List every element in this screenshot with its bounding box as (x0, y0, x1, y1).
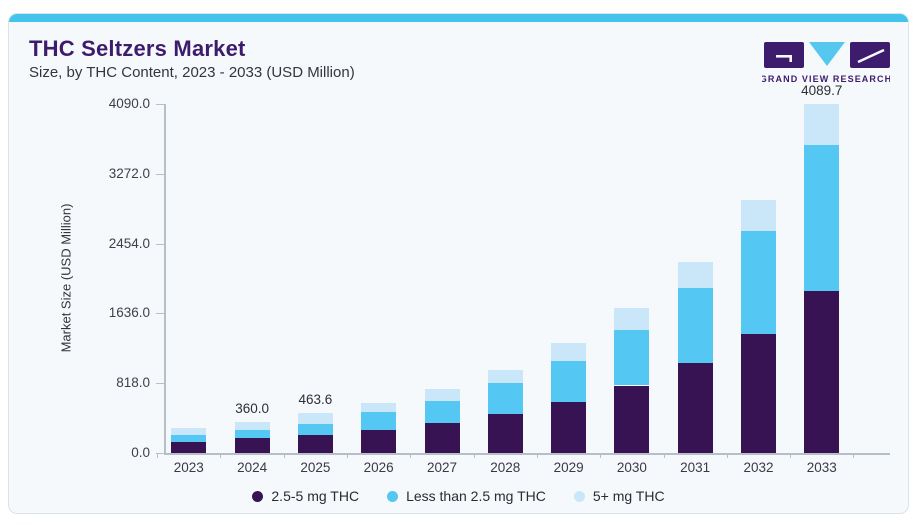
x-axis-line (164, 453, 890, 455)
legend-item: 5+ mg THC (573, 488, 665, 504)
legend-label: Less than 2.5 mg THC (406, 488, 546, 504)
bar-segment-2023-s0 (171, 441, 207, 453)
legend-item: Less than 2.5 mg THC (387, 488, 546, 504)
bar-segment-2031-s2 (677, 261, 713, 288)
x-label-2029: 2029 (553, 460, 584, 475)
bar-segment-2024-s0 (234, 438, 270, 453)
gvr-logo-text: GRAND VIEW RESEARCH (762, 74, 890, 84)
x-tick (410, 453, 412, 458)
x-label-2028: 2028 (490, 460, 521, 475)
y-tick (156, 104, 164, 105)
bar-segment-2032-s2 (741, 199, 776, 231)
y-tick (156, 313, 164, 315)
bar-segment-2032-s0 (741, 333, 776, 453)
bar-segment-2024-s1 (234, 430, 270, 439)
bar-value-label-2025: 463.6 (298, 392, 333, 408)
bar-segment-2028-s0 (487, 413, 523, 453)
x-label-2023: 2023 (173, 460, 204, 475)
bar-segment-2029-s1 (551, 360, 587, 402)
bar-segment-2025-s2 (297, 413, 333, 424)
gvr-logo-mark: GRAND VIEW RESEARCH (762, 42, 890, 84)
x-label-2024: 2024 (237, 460, 268, 475)
bar-value-label-2024: 360.0 (235, 401, 269, 417)
bar-segment-2028-s2 (487, 370, 523, 384)
page-title: THC Seltzers Market (29, 36, 246, 61)
x-label-2031: 2031 (680, 460, 711, 475)
legend-label: 2.5-5 mg THC (271, 488, 360, 504)
bar-segment-2033-s1 (804, 145, 840, 291)
bar-segment-2033-s0 (804, 290, 840, 453)
y-tick-label: 0.0 (131, 445, 150, 460)
y-tick-label: 4090.0 (108, 96, 150, 111)
legend-swatch-icon (387, 490, 399, 502)
bar-segment-2029-s2 (551, 342, 587, 361)
bar-segment-2031-s1 (677, 287, 713, 364)
bar-segment-2026-s1 (361, 411, 397, 430)
y-tick (156, 243, 164, 245)
x-label-2026: 2026 (363, 460, 394, 475)
bar-segment-2026-s0 (361, 429, 397, 453)
chart-card: THC Seltzers Market Size, by THC Content… (8, 13, 909, 514)
accent-bar (9, 14, 908, 22)
x-tick (473, 453, 475, 458)
x-tick (157, 453, 159, 458)
bar-value-label-2033: 4089.7 (801, 83, 843, 99)
legend-label: 5+ mg THC (592, 488, 665, 504)
bar-segment-2030-s2 (614, 307, 650, 331)
legend-swatch-icon (252, 490, 264, 502)
x-tick (600, 453, 602, 458)
bar-segment-2026-s2 (361, 402, 397, 412)
bar-segment-2030-s0 (614, 385, 650, 453)
legend-item: 2.5-5 mg THC (252, 488, 359, 504)
x-label-2032: 2032 (743, 460, 774, 475)
x-tick (347, 453, 349, 458)
bar-segment-2025-s1 (297, 423, 333, 436)
y-tick-label: 3272.0 (108, 165, 150, 181)
bar-segment-2027-s0 (424, 422, 460, 453)
bar-segment-2028-s1 (487, 383, 523, 414)
bar-segment-2030-s1 (614, 330, 650, 386)
bar-segment-2032-s1 (741, 230, 776, 334)
x-label-2025: 2025 (300, 460, 331, 475)
bar-segment-2023-s2 (171, 428, 207, 435)
x-tick (726, 453, 728, 458)
x-tick (853, 453, 855, 458)
x-label-2033: 2033 (806, 460, 837, 475)
legend: 2.5-5 mg THC Less than 2.5 mg THC 5+ mg TH… (9, 484, 908, 508)
plot-area: 0.0 818.0 1636.0 2454.0 3272.0 4090.0 2023 2024… (9, 14, 908, 513)
x-tick (536, 453, 538, 458)
y-tick-label: 2454.0 (108, 235, 150, 251)
y-tick-label: 1636.0 (108, 305, 150, 321)
bar-segment-2027-s2 (424, 388, 460, 401)
bar-segment-2023-s1 (171, 434, 207, 442)
bar-segment-2033-s2 (804, 104, 840, 146)
bar-segment-2025-s0 (297, 435, 333, 453)
x-label-2027: 2027 (426, 460, 458, 475)
x-tick (790, 453, 792, 458)
y-tick-label: 818.0 (116, 375, 150, 391)
y-tick (156, 383, 164, 385)
x-tick (220, 453, 222, 458)
y-tick (156, 453, 164, 454)
x-tick (663, 453, 665, 458)
bar-segment-2031-s0 (677, 363, 713, 453)
page-subtitle: Size, by THC Content, 2023 - 2033 (USD M… (29, 64, 355, 81)
bar-segment-2024-s2 (234, 422, 270, 431)
legend-swatch-icon (573, 490, 585, 502)
y-tick (156, 173, 164, 175)
y-axis-line (164, 104, 166, 453)
bar-segment-2027-s1 (424, 400, 460, 423)
gvr-logo: GRAND VIEW RESEARCH (762, 40, 890, 86)
x-label-2030: 2030 (616, 460, 647, 475)
bar-segment-2029-s0 (551, 401, 587, 453)
x-tick (283, 453, 285, 458)
